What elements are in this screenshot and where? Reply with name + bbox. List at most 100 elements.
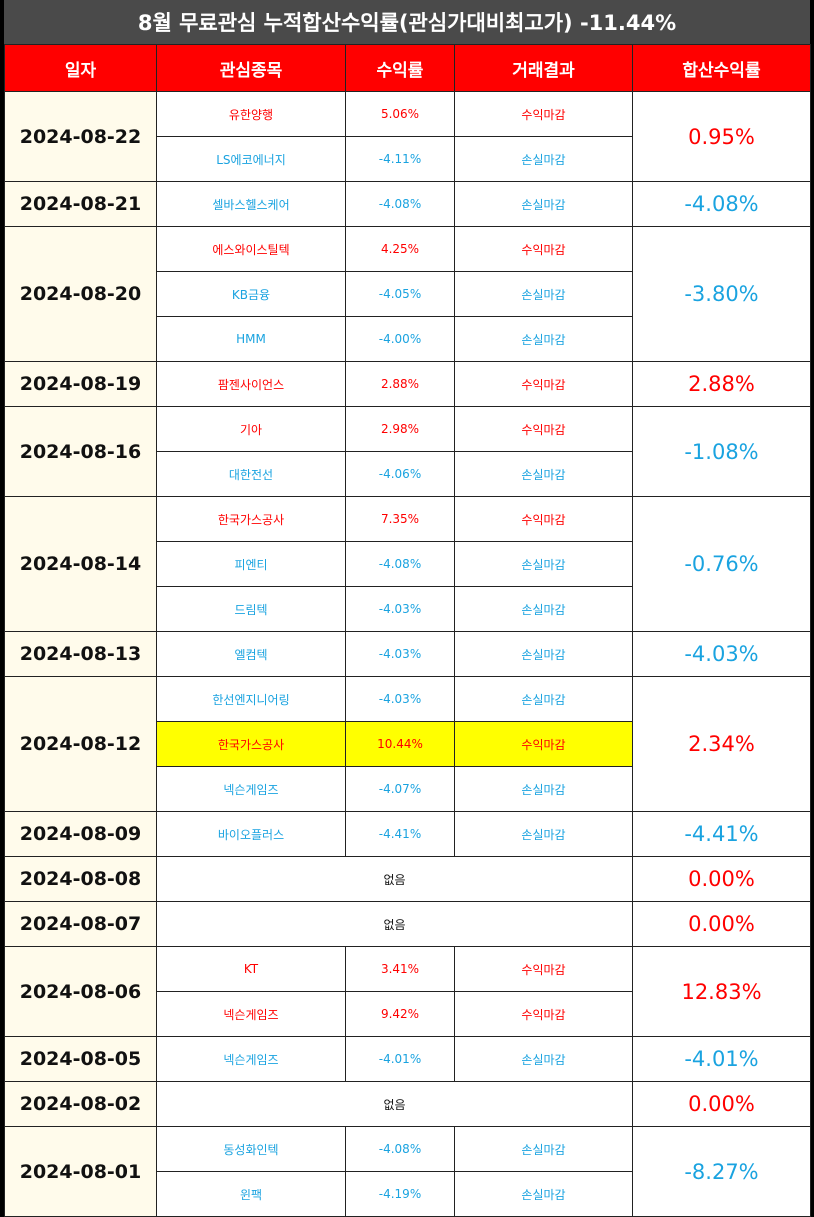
table-row: 피엔티 -4.08% 손실마감 xyxy=(5,541,811,587)
table-row: 2024-08-14 한국가스공사 7.35% 수익마감 -0.76% xyxy=(4,496,811,632)
result-cell: 손실마감 xyxy=(454,271,633,317)
table-row: 넥슨게임즈 9.42% 수익마감 xyxy=(5,991,811,1037)
stock-name-cell: 피엔티 xyxy=(156,541,346,587)
table-row: 드림텍 -4.03% 손실마감 xyxy=(5,586,811,632)
stock-name-cell: 넥슨게임즈 xyxy=(156,991,346,1037)
stock-name-cell: 엘컴텍 xyxy=(156,631,346,677)
table-row: 2024-08-20 에스와이스틸텍 4.25% 수익마감 -3.80% xyxy=(4,226,811,362)
no-trade-cell: 없음 xyxy=(156,856,633,902)
table-row: 2024-08-07 없음 0.00% xyxy=(4,901,811,947)
rate-cell: -4.08% xyxy=(345,181,455,227)
total-return-cell: 0.00% xyxy=(632,856,811,902)
table-row: 2024-08-22 유한양행 5.06% 수익마감 0.95% xyxy=(4,91,811,182)
rate-cell: 5.06% xyxy=(345,91,455,137)
date-cell: 2024-08-06 xyxy=(4,946,157,1037)
stock-name-cell: 대한전선 xyxy=(156,451,346,497)
table-row-highlighted: 한국가스공사 10.44% 수익마감 xyxy=(5,721,811,767)
table-row: 2024-08-12 한선엔지니어링 -4.03% 손실마감 2.34% xyxy=(4,676,811,812)
header-rate: 수익률 xyxy=(345,44,455,92)
result-cell: 수익마감 xyxy=(454,991,633,1037)
stock-name-cell: KT xyxy=(156,946,346,992)
rate-cell: 9.42% xyxy=(345,991,455,1037)
total-return-cell: -0.76% xyxy=(632,496,811,632)
rate-cell: 3.41% xyxy=(345,946,455,992)
total-return-cell: 0.00% xyxy=(632,901,811,947)
total-return-cell: -4.41% xyxy=(632,811,811,857)
date-cell: 2024-08-13 xyxy=(4,631,157,677)
table-row: 넥슨게임즈 -4.07% 손실마감 xyxy=(5,766,811,812)
result-cell: 수익마감 xyxy=(454,91,633,137)
total-return-cell: -3.80% xyxy=(632,226,811,362)
header-total: 합산수익률 xyxy=(632,44,811,92)
result-cell: 손실마감 xyxy=(454,766,633,812)
table-row: 대한전선 -4.06% 손실마감 xyxy=(5,451,811,497)
rate-cell: -4.03% xyxy=(345,676,455,722)
rate-cell: 7.35% xyxy=(345,496,455,542)
stock-name-cell: 팜젠사이언스 xyxy=(156,361,346,407)
returns-table: 일자 관심종목 수익률 거래결과 합산수익률 2024-08-22 유한양행 5.0… xyxy=(4,44,811,1217)
page-title: 8월 무료관심 누적합산수익률(관심가대비최고가) -11.44% xyxy=(4,0,810,44)
table-row: 2024-08-02 없음 0.00% xyxy=(4,1081,811,1127)
result-cell: 수익마감 xyxy=(454,946,633,992)
rate-cell: -4.03% xyxy=(345,631,455,677)
no-trade-cell: 없음 xyxy=(156,1081,633,1127)
rate-cell: -4.08% xyxy=(345,1126,455,1172)
stock-name-cell: LS에코에너지 xyxy=(156,136,346,182)
stock-name-cell: 넥슨게임즈 xyxy=(156,766,346,812)
table-row: HMM -4.00% 손실마감 xyxy=(5,316,811,362)
stock-name-cell: 넥슨게임즈 xyxy=(156,1036,346,1082)
date-cell: 2024-08-22 xyxy=(4,91,157,182)
table-row: 2024-08-16 기아 2.98% 수익마감 -1.08% xyxy=(4,406,811,497)
result-cell: 손실마감 xyxy=(454,586,633,632)
result-cell: 손실마감 xyxy=(454,541,633,587)
rate-cell: 2.88% xyxy=(345,361,455,407)
stock-name-cell: 드림텍 xyxy=(156,586,346,632)
rate-cell: -4.00% xyxy=(345,316,455,362)
header-date: 일자 xyxy=(4,44,157,92)
date-cell: 2024-08-02 xyxy=(4,1081,157,1127)
stock-name-cell: 한선엔지니어링 xyxy=(156,676,346,722)
stock-name-cell: 한국가스공사 xyxy=(156,721,346,767)
result-cell: 손실마감 xyxy=(454,676,633,722)
result-cell: 수익마감 xyxy=(454,361,633,407)
table-body: 2024-08-22 유한양행 5.06% 수익마감 0.95% LS에코에너지 -4.11… xyxy=(4,91,811,1217)
result-cell: 손실마감 xyxy=(454,631,633,677)
no-trade-cell: 없음 xyxy=(156,901,633,947)
date-cell: 2024-08-14 xyxy=(4,496,157,632)
header-stock: 관심종목 xyxy=(156,44,346,92)
table-row: LS에코에너지 -4.11% 손실마감 xyxy=(5,136,811,182)
table-row: 2024-08-19 팜젠사이언스 2.88% 수익마감 2.88% xyxy=(4,361,811,407)
stock-name-cell: 유한양행 xyxy=(156,91,346,137)
table-row: 2024-08-06 KT 3.41% 수익마감 12.83% xyxy=(4,946,811,1037)
result-cell: 수익마감 xyxy=(454,226,633,272)
result-cell: 손실마감 xyxy=(454,316,633,362)
table-row: 2024-08-01 동성화인텍 -4.08% 손실마감 -8.27% xyxy=(4,1126,811,1217)
total-return-cell: -4.01% xyxy=(632,1036,811,1082)
total-return-cell: -4.03% xyxy=(632,631,811,677)
result-cell: 손실마감 xyxy=(454,451,633,497)
rate-cell: 10.44% xyxy=(345,721,455,767)
date-cell: 2024-08-07 xyxy=(4,901,157,947)
table-row: 2024-08-05 넥슨게임즈 -4.01% 손실마감 -4.01% xyxy=(4,1036,811,1082)
rate-cell: -4.07% xyxy=(345,766,455,812)
date-cell: 2024-08-21 xyxy=(4,181,157,227)
result-cell: 손실마감 xyxy=(454,811,633,857)
result-cell: 손실마감 xyxy=(454,1126,633,1172)
result-cell: 수익마감 xyxy=(454,406,633,452)
rate-cell: -4.08% xyxy=(345,541,455,587)
result-cell: 손실마감 xyxy=(454,1036,633,1082)
date-cell: 2024-08-20 xyxy=(4,226,157,362)
stock-name-cell: HMM xyxy=(156,316,346,362)
table-row: 2024-08-08 없음 0.00% xyxy=(4,856,811,902)
date-cell: 2024-08-19 xyxy=(4,361,157,407)
date-cell: 2024-08-08 xyxy=(4,856,157,902)
date-cell: 2024-08-05 xyxy=(4,1036,157,1082)
rate-cell: 2.98% xyxy=(345,406,455,452)
table-row: 2024-08-09 바이오플러스 -4.41% 손실마감 -4.41% xyxy=(4,811,811,857)
total-return-cell: 2.88% xyxy=(632,361,811,407)
header-result: 거래결과 xyxy=(454,44,633,92)
rate-cell: -4.01% xyxy=(345,1036,455,1082)
date-cell: 2024-08-12 xyxy=(4,676,157,812)
result-cell: 수익마감 xyxy=(454,721,633,767)
